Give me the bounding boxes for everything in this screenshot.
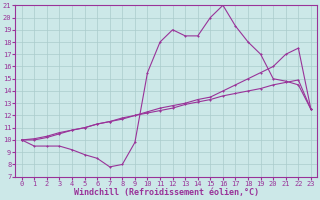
X-axis label: Windchill (Refroidissement éolien,°C): Windchill (Refroidissement éolien,°C): [74, 188, 259, 197]
